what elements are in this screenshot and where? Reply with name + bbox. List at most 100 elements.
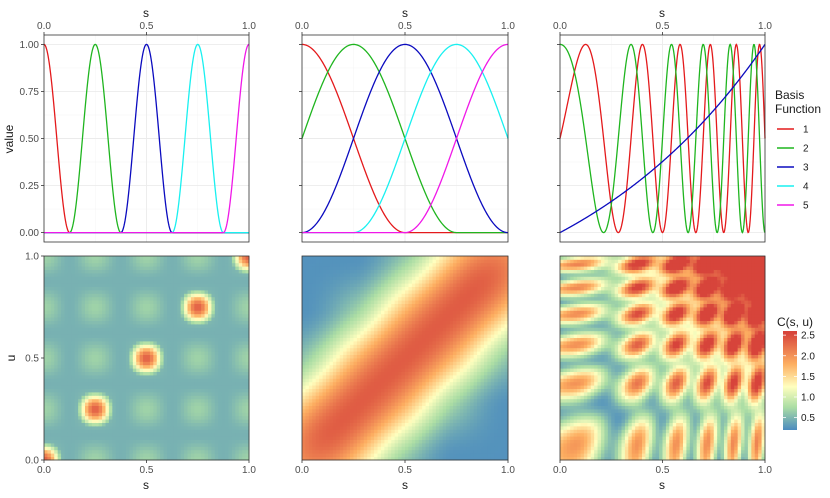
heatmap-cell bbox=[88, 398, 93, 403]
heatmap-cell bbox=[81, 388, 86, 393]
heatmap-cell bbox=[353, 276, 358, 281]
heatmap-cell bbox=[336, 422, 341, 427]
heatmap-cell bbox=[231, 368, 236, 372]
heatmap-cell bbox=[221, 259, 226, 264]
heatmap-cell bbox=[214, 273, 219, 277]
heatmap-cell bbox=[122, 429, 127, 434]
heatmap-cell bbox=[177, 453, 182, 457]
heatmap-cell bbox=[190, 259, 195, 264]
heatmap-cell bbox=[363, 262, 368, 267]
heatmap-cell bbox=[98, 266, 103, 270]
heatmap-cell bbox=[208, 296, 212, 301]
heatmap-cell bbox=[228, 446, 233, 451]
heatmap-cell bbox=[54, 266, 59, 270]
heatmap-cell bbox=[115, 358, 120, 362]
heatmap-cell bbox=[180, 415, 185, 420]
heatmap-cell bbox=[61, 300, 65, 304]
heatmap-cell bbox=[350, 347, 354, 352]
heatmap-cell bbox=[122, 341, 127, 345]
panel-bottom-left: 0.0 0.5 1.00.00.51.0 bbox=[25, 252, 256, 477]
heatmap-cell bbox=[339, 283, 344, 287]
heatmap-cell bbox=[95, 364, 100, 369]
heatmap-cell bbox=[81, 324, 86, 328]
heatmap-cell bbox=[105, 269, 110, 274]
heatmap-cell bbox=[308, 456, 313, 461]
heatmap-cell bbox=[129, 262, 134, 267]
heatmap-cell bbox=[312, 334, 317, 338]
heatmap-cell bbox=[108, 364, 113, 369]
heatmap-cell bbox=[153, 300, 158, 304]
heatmap-cell bbox=[336, 398, 341, 403]
heatmap-cell bbox=[245, 375, 250, 379]
heatmap-cell bbox=[308, 269, 313, 274]
heatmap-cell bbox=[149, 432, 154, 437]
heatmap-cell bbox=[95, 347, 100, 352]
heatmap-cell bbox=[343, 320, 348, 325]
heatmap-cell bbox=[350, 286, 354, 291]
heatmap-cell bbox=[356, 358, 361, 362]
heatmap-cell bbox=[201, 276, 205, 281]
heatmap-cell bbox=[173, 259, 178, 264]
heatmap-cell bbox=[50, 269, 55, 274]
heatmap-cell bbox=[336, 351, 341, 355]
heatmap-cell bbox=[54, 415, 59, 420]
heatmap-cell bbox=[143, 361, 147, 366]
heatmap-cell bbox=[225, 409, 229, 413]
heatmap-cell bbox=[339, 354, 344, 359]
y-tick-label: 0.50 bbox=[20, 134, 40, 145]
heatmap-cell bbox=[167, 256, 171, 260]
heatmap-cell bbox=[245, 320, 250, 325]
heatmap-cell bbox=[346, 310, 351, 315]
heatmap-cell bbox=[353, 303, 358, 308]
heatmap-cell bbox=[143, 324, 147, 328]
heatmap-cell bbox=[329, 279, 334, 284]
heatmap-cell bbox=[204, 324, 209, 328]
heatmap-cell bbox=[231, 409, 236, 413]
heatmap-cell bbox=[343, 293, 348, 298]
heatmap-cell bbox=[177, 409, 182, 413]
heatmap-cell bbox=[153, 307, 158, 311]
heatmap-cell bbox=[81, 439, 86, 444]
heatmap-cell bbox=[173, 405, 178, 410]
heatmap-cell bbox=[221, 368, 226, 372]
heatmap-cell bbox=[112, 358, 117, 362]
heatmap-cell bbox=[167, 439, 171, 444]
heatmap-cell bbox=[201, 324, 205, 328]
heatmap-cell bbox=[308, 388, 313, 393]
heatmap-cell bbox=[91, 341, 96, 345]
heatmap-cell bbox=[146, 286, 151, 291]
heatmap-cell bbox=[332, 303, 337, 308]
heatmap-cell bbox=[305, 256, 310, 260]
heatmap-cell bbox=[339, 303, 344, 308]
heatmap-cell bbox=[356, 303, 361, 308]
heatmap-cell bbox=[108, 290, 113, 294]
heatmap-cell bbox=[332, 371, 337, 376]
heatmap-cell bbox=[225, 293, 229, 298]
heatmap-cell bbox=[163, 361, 168, 366]
heatmap-cell bbox=[170, 337, 175, 342]
heatmap-cell bbox=[78, 429, 82, 434]
heatmap-cell bbox=[85, 354, 89, 359]
heatmap-cell bbox=[149, 334, 154, 338]
heatmap-cell bbox=[170, 381, 175, 386]
heatmap-cell bbox=[54, 347, 59, 352]
heatmap-cell bbox=[122, 358, 127, 362]
heatmap-cell bbox=[218, 449, 223, 454]
heatmap-cell bbox=[201, 439, 205, 444]
heatmap-cell bbox=[78, 283, 82, 287]
heatmap-cell bbox=[85, 313, 89, 318]
heatmap-cell bbox=[149, 422, 154, 427]
heatmap-cell bbox=[332, 317, 337, 321]
heatmap-cell bbox=[115, 409, 120, 413]
heatmap-cell bbox=[160, 371, 164, 376]
heatmap-cell bbox=[95, 443, 100, 447]
heatmap-cell bbox=[187, 269, 192, 274]
heatmap-cell bbox=[81, 453, 86, 457]
heatmap-cell bbox=[122, 286, 127, 291]
heatmap-cell bbox=[225, 358, 229, 362]
heatmap-cell bbox=[64, 412, 69, 417]
heatmap-cell bbox=[44, 286, 48, 291]
heatmap-cell bbox=[177, 398, 182, 403]
heatmap-cell bbox=[194, 364, 199, 369]
